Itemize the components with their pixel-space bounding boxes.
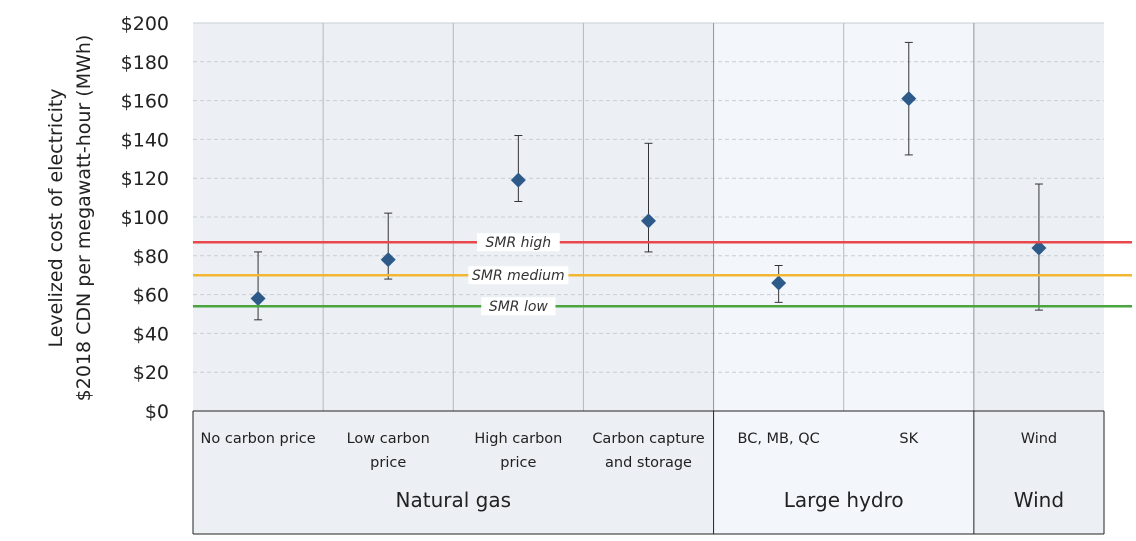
y-tick-label: $180: [121, 52, 169, 74]
y-tick-label: $100: [121, 207, 169, 229]
y-tick-label: $0: [145, 401, 169, 423]
y-tick-label: $200: [121, 13, 169, 35]
category-label: High carbon: [474, 431, 562, 447]
reference-label-bg: [476, 233, 560, 252]
data-point: [250, 290, 266, 306]
category-label: SK: [899, 431, 918, 447]
y-axis-title: Levelized cost of electricity $2018 CDN …: [45, 35, 95, 402]
y-tick-label: $40: [133, 323, 169, 345]
category-separators: [322, 23, 975, 411]
category-label: and storage: [605, 455, 692, 471]
y-tick-label: $160: [121, 91, 169, 113]
category-label: BC, MB, QC: [738, 431, 820, 447]
category-label: Wind: [1021, 431, 1057, 447]
data-point: [901, 91, 917, 107]
data-point: [380, 252, 396, 268]
reference-label-bg: [481, 297, 556, 316]
reference-label: SMR medium: [472, 268, 565, 284]
y-tick-label: $80: [133, 246, 169, 268]
category-table: Natural gas Large hydro Wind No carbon pric…: [192, 410, 1105, 535]
reference-label: SMR low: [489, 299, 549, 315]
data-point: [510, 172, 526, 188]
group-label: Large hydro: [784, 488, 904, 512]
y-tick-label: $140: [121, 129, 169, 151]
data-point: [641, 213, 656, 229]
category-label: No carbon price: [201, 431, 316, 447]
reference-lines: SMR high SMR medium SMR low: [193, 233, 1132, 316]
y-axis-title-line1: Levelized cost of electricity: [45, 88, 67, 347]
category-label: price: [500, 455, 536, 471]
reference-label: SMR high: [486, 235, 552, 251]
y-tick-label: $20: [133, 362, 169, 384]
group-label: Wind: [1014, 488, 1064, 512]
y-axis-ticks: $0 $20 $40 $60 $80 $100 $120 $140 $160 $180 $200: [121, 13, 169, 423]
data-points: [250, 91, 1047, 306]
group-label: Natural gas: [396, 488, 512, 512]
data-point: [771, 275, 787, 291]
category-label: Carbon capture: [592, 431, 704, 447]
category-label: price: [370, 455, 406, 471]
category-label: Low carbon: [347, 431, 430, 447]
y-tick-label: $120: [121, 168, 169, 190]
reference-label-bg: [468, 266, 569, 285]
data-point: [1031, 240, 1047, 256]
y-tick-label: $60: [133, 285, 169, 307]
y-axis-title-line2: $2018 CDN per megawatt-hour (MWh): [73, 35, 95, 402]
